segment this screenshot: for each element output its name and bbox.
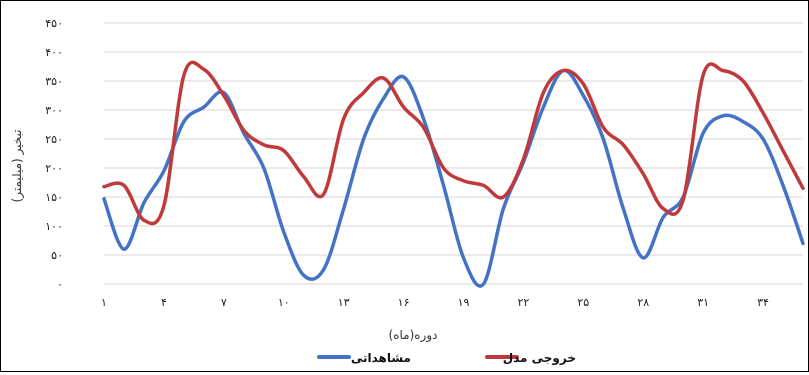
y-tick-label: ۲۵۰ bbox=[45, 133, 63, 146]
x-tick-label: ۲۸ bbox=[637, 296, 649, 309]
y-tick-label: ۲۰۰ bbox=[45, 162, 63, 175]
x-tick-label: ۳۱ bbox=[697, 296, 709, 309]
y-axis-title: تبخیر (میلیمتر) bbox=[10, 130, 25, 203]
y-tick-label: ۱۵۰ bbox=[45, 191, 63, 204]
legend-label-1: مشاهداتی bbox=[351, 351, 411, 365]
series-line-2 bbox=[102, 60, 805, 226]
legend-label-2: خروجی مدل bbox=[503, 351, 576, 366]
x-tick-label: ۳۴ bbox=[757, 296, 769, 309]
x-tick-label: ۲۲ bbox=[517, 296, 529, 309]
y-tick-label: ۴۰۰ bbox=[45, 46, 63, 59]
y-tick-label: ۳۵۰ bbox=[45, 75, 63, 88]
legend: مشاهداتی خروجی مدل bbox=[317, 351, 576, 366]
gridlines bbox=[104, 22, 803, 285]
x-axis-ticks: ۱ ۴ ۷ ۱۰ ۱۳ ۱۶ ۱۹ ۲۲ ۲۵ ۲۸ ۳۱ ۳۴ bbox=[101, 296, 769, 309]
series-lines bbox=[102, 60, 805, 288]
x-tick-label: ۱۳ bbox=[338, 296, 350, 309]
x-tick-label: ۲۵ bbox=[577, 296, 589, 309]
y-tick-label: ۰ bbox=[57, 278, 63, 291]
y-tick-label: ۱۰۰ bbox=[45, 220, 63, 233]
x-tick-label: ۴ bbox=[161, 296, 167, 309]
x-tick-label: ۱۶ bbox=[398, 296, 410, 309]
x-axis-title: دوره(ماه) bbox=[389, 328, 438, 343]
y-tick-label: ۵۰ bbox=[51, 249, 63, 262]
x-tick-label: ۱۰ bbox=[278, 296, 290, 309]
y-tick-label: ۳۰۰ bbox=[45, 104, 63, 117]
x-tick-label: ۱ bbox=[101, 296, 107, 309]
x-tick-label: ۷ bbox=[221, 296, 227, 309]
y-axis-ticks: ۰ ۵۰ ۱۰۰ ۱۵۰ ۲۰۰ ۲۵۰ ۳۰۰ ۳۵۰ ۴۰۰ ۴۵۰ bbox=[45, 17, 63, 291]
y-tick-label: ۴۵۰ bbox=[45, 17, 63, 30]
x-tick-label: ۱۹ bbox=[458, 296, 470, 309]
